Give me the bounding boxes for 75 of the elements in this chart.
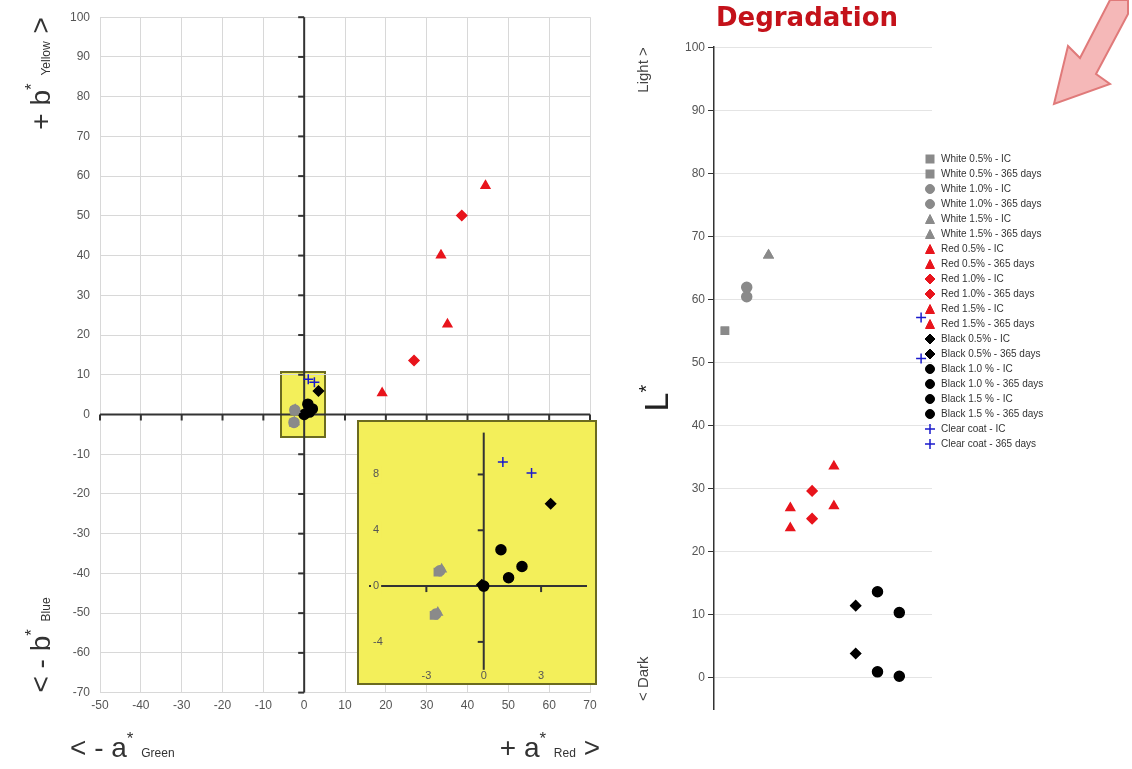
y-tick-label: -20	[72, 486, 91, 501]
y-tick-label: 30	[691, 480, 706, 495]
legend-label: Red 1.5% - IC	[941, 302, 1004, 315]
y-tick-label: 10	[76, 367, 91, 382]
y-axis-title: + b* Yellow >	[22, 17, 56, 130]
y-tick-label: 70	[691, 228, 706, 243]
legend-label: Red 1.5% - 365 days	[941, 317, 1035, 330]
y-tick-label: 100	[69, 9, 91, 24]
y-tick-label: -30	[72, 525, 91, 540]
y-tick-label: 0	[373, 579, 380, 592]
x-tick-label: 10	[338, 698, 352, 713]
y-tick-label: -40	[72, 565, 91, 580]
legend-label: Red 0.5% - 365 days	[941, 257, 1035, 270]
legend-label: White 1.5% - 365 days	[941, 227, 1042, 240]
x-tick-label: -10	[254, 698, 273, 713]
y-axis-title: L*	[634, 384, 675, 412]
y-tick-label: 30	[76, 287, 91, 302]
legend-label: Clear coat - 365 days	[941, 437, 1037, 450]
x-tick-label: 70	[583, 698, 597, 713]
y-tick-label: 90	[691, 102, 706, 117]
x-tick-label: 30	[419, 698, 434, 713]
x-tick-label: 50	[501, 698, 516, 713]
y-tick-label: -10	[72, 446, 91, 461]
y-tick-label: -50	[72, 605, 91, 620]
text: + a* Red >	[499, 729, 601, 763]
y-tick-label: 20	[691, 543, 706, 558]
y-tick-label: 70	[76, 128, 91, 143]
y-tick-label: 100	[684, 39, 706, 54]
x-tick-label: 0	[480, 669, 487, 682]
y-tick-label: 80	[691, 165, 706, 180]
y-tick-label: 80	[76, 88, 91, 103]
x-tick-label: -20	[213, 698, 232, 713]
y-tick-label: 0	[83, 406, 91, 421]
text: < - b* Blue	[22, 597, 56, 693]
legend-label: Clear coat - IC	[941, 422, 1006, 435]
x-tick-label: -30	[173, 698, 191, 713]
x-tick-label: 60	[542, 698, 557, 713]
x-axis-title: < - a* Green	[70, 729, 175, 763]
y-tick-label: 50	[76, 208, 91, 223]
legend-label: Red 0.5% - IC	[941, 242, 1004, 255]
x-tick-label: 0	[300, 698, 308, 713]
y-tick-label: 40	[76, 247, 91, 262]
text: < Dark	[634, 655, 651, 701]
legend-label: White 1.0% - IC	[941, 182, 1012, 195]
y-tick-label: 60	[76, 168, 91, 183]
y-tick-label: 40	[691, 417, 706, 432]
legend-label: White 1.5% - IC	[941, 212, 1012, 225]
x-tick-label: 40	[460, 698, 475, 713]
legend-label: Red 1.0% - IC	[941, 272, 1004, 285]
text: Light >	[634, 46, 651, 93]
y-tick-label: 90	[76, 49, 91, 64]
legend-label: Red 1.0% - 365 days	[941, 287, 1035, 300]
x-tick-label: 3	[538, 669, 545, 682]
legend-label: Black 1.0 % - 365 days	[941, 377, 1044, 390]
y-tick-label: 50	[691, 354, 706, 369]
x-tick-label: -40	[132, 698, 150, 713]
x-tick-label: -3	[421, 669, 432, 682]
legend-label: White 1.0% - 365 days	[941, 197, 1042, 210]
x-tick-label: -50	[91, 698, 110, 713]
y-tick-label: 10	[691, 606, 706, 621]
y-tick-label: 8	[373, 467, 380, 480]
legend-label: Black 1.0 % - IC	[941, 362, 1013, 375]
legend-label: Black 1.5 % - 365 days	[941, 407, 1044, 420]
chart-title: Degradation	[715, 2, 899, 33]
legend-label: Black 0.5% - IC	[941, 332, 1010, 345]
y-tick-label: 20	[76, 327, 91, 342]
legend-label: Black 1.5 % - IC	[941, 392, 1013, 405]
legend-label: White 0.5% - IC	[941, 152, 1012, 165]
legend-label: Black 0.5% - 365 days	[941, 347, 1041, 360]
y-tick-label: -60	[72, 645, 91, 660]
y-tick-label: -4	[373, 634, 383, 647]
legend-label: White 0.5% - 365 days	[941, 167, 1042, 180]
y-tick-label: -70	[72, 684, 91, 699]
y-tick-label: 60	[691, 291, 706, 306]
y-tick-label: 4	[373, 523, 380, 536]
